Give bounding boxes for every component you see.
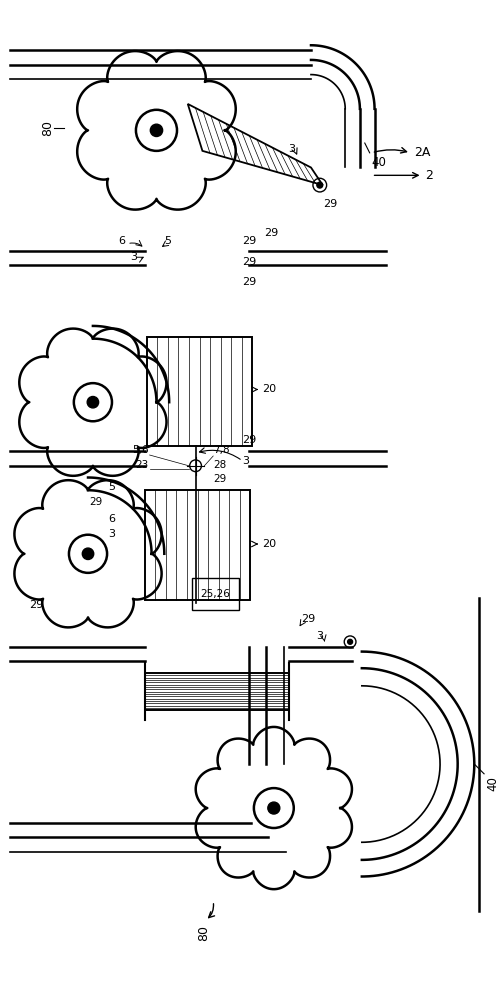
Text: 29: 29 [243, 277, 257, 287]
Text: 29: 29 [90, 497, 103, 507]
Text: 29: 29 [243, 257, 257, 267]
Text: 5: 5 [109, 482, 116, 492]
Bar [147, 337, 252, 446]
Text: 29: 29 [323, 199, 337, 209]
Text: 29: 29 [29, 600, 44, 610]
Circle shape [268, 802, 280, 814]
Bar [192, 578, 239, 610]
Text: 25,26: 25,26 [200, 589, 230, 599]
Bar [145, 673, 289, 710]
Circle shape [87, 396, 99, 408]
Bar [145, 490, 250, 600]
Text: 28: 28 [213, 460, 227, 470]
Circle shape [348, 639, 353, 644]
Text: 40: 40 [486, 776, 498, 791]
Text: 2: 2 [425, 169, 433, 182]
Text: 3: 3 [316, 631, 323, 641]
Text: 3: 3 [243, 456, 249, 466]
Text: 23: 23 [135, 460, 148, 470]
Text: 29: 29 [264, 228, 278, 238]
Text: 20: 20 [262, 539, 276, 549]
Text: 6: 6 [109, 514, 116, 524]
Text: 3: 3 [288, 144, 295, 154]
Text: 5,6: 5,6 [132, 445, 148, 455]
Text: 80: 80 [197, 925, 210, 941]
Text: 3: 3 [109, 529, 116, 539]
Text: 40: 40 [372, 156, 386, 169]
Text: 6: 6 [118, 236, 125, 246]
Circle shape [82, 548, 94, 560]
Circle shape [150, 124, 163, 136]
Text: 29: 29 [213, 474, 227, 484]
Text: 5: 5 [164, 236, 171, 246]
Text: 20: 20 [262, 384, 276, 394]
Text: 3: 3 [130, 252, 137, 262]
Text: 80: 80 [41, 120, 54, 136]
Circle shape [317, 182, 323, 188]
Text: 29: 29 [243, 236, 257, 246]
Text: 29: 29 [301, 614, 315, 624]
Text: 2A: 2A [414, 146, 430, 159]
Text: 29: 29 [243, 435, 257, 445]
Text: 7,8: 7,8 [213, 445, 230, 455]
